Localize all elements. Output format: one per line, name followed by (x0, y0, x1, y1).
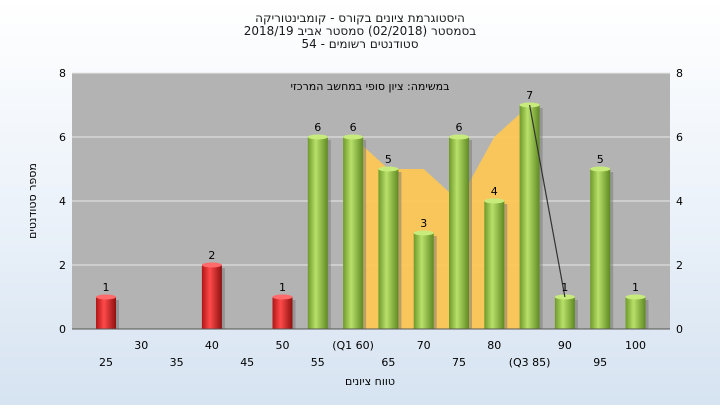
x-tick-label: 65 (381, 356, 395, 369)
data-label: 5 (597, 153, 604, 166)
bar-top (625, 294, 646, 300)
x-tick-label: 75 (452, 356, 466, 369)
data-label: 6 (314, 121, 321, 134)
bar-rect (590, 169, 611, 329)
x-tick-label: (Q1 60) (332, 339, 374, 352)
chart-subtitle: במשימה: ציון סופי במחשב המרכזי (290, 80, 449, 93)
bar-top (484, 198, 505, 204)
x-tick-label: 25 (99, 356, 113, 369)
bar-70 (413, 230, 437, 329)
trend-line (529, 104, 566, 298)
y-tick-label: 2 (59, 259, 66, 272)
bar-top (449, 134, 469, 140)
bar-top (413, 230, 434, 236)
data-label: 4 (491, 185, 498, 198)
y-tick-label-right: 8 (676, 67, 683, 80)
bar-75 (449, 134, 472, 329)
x-axis-ticks: 25 30 35 40 45 50 55 (Q1 60) 65 70 75 80 (Q3 85) 90 95… (99, 339, 646, 369)
data-label: 6 (456, 121, 463, 134)
bar-rect (343, 137, 364, 329)
x-tick-label: 30 (134, 339, 148, 352)
trend-line-segment (529, 104, 566, 298)
y-tick-label-right: 4 (676, 195, 683, 208)
bar-rect (201, 265, 222, 329)
bar-60 (343, 134, 367, 329)
bar-top (590, 166, 611, 172)
bar-55 (307, 134, 331, 329)
title-line-3: סטודנטים רשומים - 54 (301, 37, 418, 51)
x-tick-label: 55 (311, 356, 325, 369)
y-axis-left: 0 2 4 6 8 (59, 67, 66, 336)
title-line-1: היסטוגרמת ציונים בקורס - קומבינטוריקה (255, 11, 465, 25)
data-label: 1 (279, 281, 286, 294)
bar-top (96, 294, 116, 300)
chart-title: היסטוגרמת ציונים בקורס - קומבינטוריקה בס… (244, 11, 476, 51)
data-label: 1 (632, 281, 639, 294)
bar-50 (272, 294, 296, 329)
x-tick-label: (Q3 85) (509, 356, 551, 369)
bar-rect (625, 297, 646, 329)
x-tick-label: 80 (487, 339, 501, 352)
bar-top (343, 134, 364, 140)
bar-rect (272, 297, 293, 329)
y-tick-label-right: 0 (676, 323, 683, 336)
bar-25 (96, 294, 119, 329)
y-tick-label-right: 6 (676, 131, 683, 144)
y-tick-label: 6 (59, 131, 66, 144)
bar-top (307, 134, 328, 140)
data-label: 1 (561, 281, 568, 294)
bar-80 (484, 198, 508, 329)
x-tick-label: 95 (593, 356, 607, 369)
x-tick-label: 90 (558, 339, 572, 352)
x-tick-label: 40 (205, 339, 219, 352)
bar-90 (554, 294, 578, 329)
data-label: 2 (208, 249, 215, 262)
bar-40 (201, 262, 225, 329)
bar-100 (625, 294, 649, 329)
x-tick-label: 70 (417, 339, 431, 352)
data-label: 3 (420, 217, 427, 230)
data-label: 5 (385, 153, 392, 166)
bar-rect (519, 105, 540, 329)
title-line-2: בסמסטר (02/2018) סמסטר אביב 2018/19 (244, 24, 476, 38)
x-tick-label: 50 (276, 339, 290, 352)
y-tick-label-right: 2 (676, 259, 683, 272)
data-labels: 1 2 1 6 6 5 3 6 4 7 1 5 1 (103, 89, 640, 294)
bar-rect (484, 201, 505, 329)
bar-rect (449, 137, 469, 329)
bar-top (378, 166, 399, 172)
bar-top (201, 262, 222, 268)
bar-rect (378, 169, 399, 329)
y-axis-right: 0 2 4 6 8 (676, 67, 683, 336)
bar-95 (590, 166, 614, 329)
y-tick-label: 0 (59, 323, 66, 336)
x-axis-label: טווח ציונים (345, 375, 395, 388)
bar-rect (307, 137, 328, 329)
bars (96, 102, 649, 329)
x-tick-label: 35 (170, 356, 184, 369)
data-label: 1 (103, 281, 110, 294)
bar-rect (554, 297, 575, 329)
y-axis-label: מספר סטודנטים (26, 163, 39, 239)
bar-65 (378, 166, 402, 329)
bar-85 (519, 102, 543, 329)
x-tick-label: 45 (240, 356, 254, 369)
y-tick-label: 4 (59, 195, 66, 208)
bar-rect (96, 297, 116, 329)
data-label: 7 (526, 89, 533, 102)
x-tick-label: 100 (625, 339, 646, 352)
bar-rect (413, 233, 434, 329)
y-tick-label: 8 (59, 67, 66, 80)
bar-top (272, 294, 293, 300)
data-label: 6 (350, 121, 357, 134)
